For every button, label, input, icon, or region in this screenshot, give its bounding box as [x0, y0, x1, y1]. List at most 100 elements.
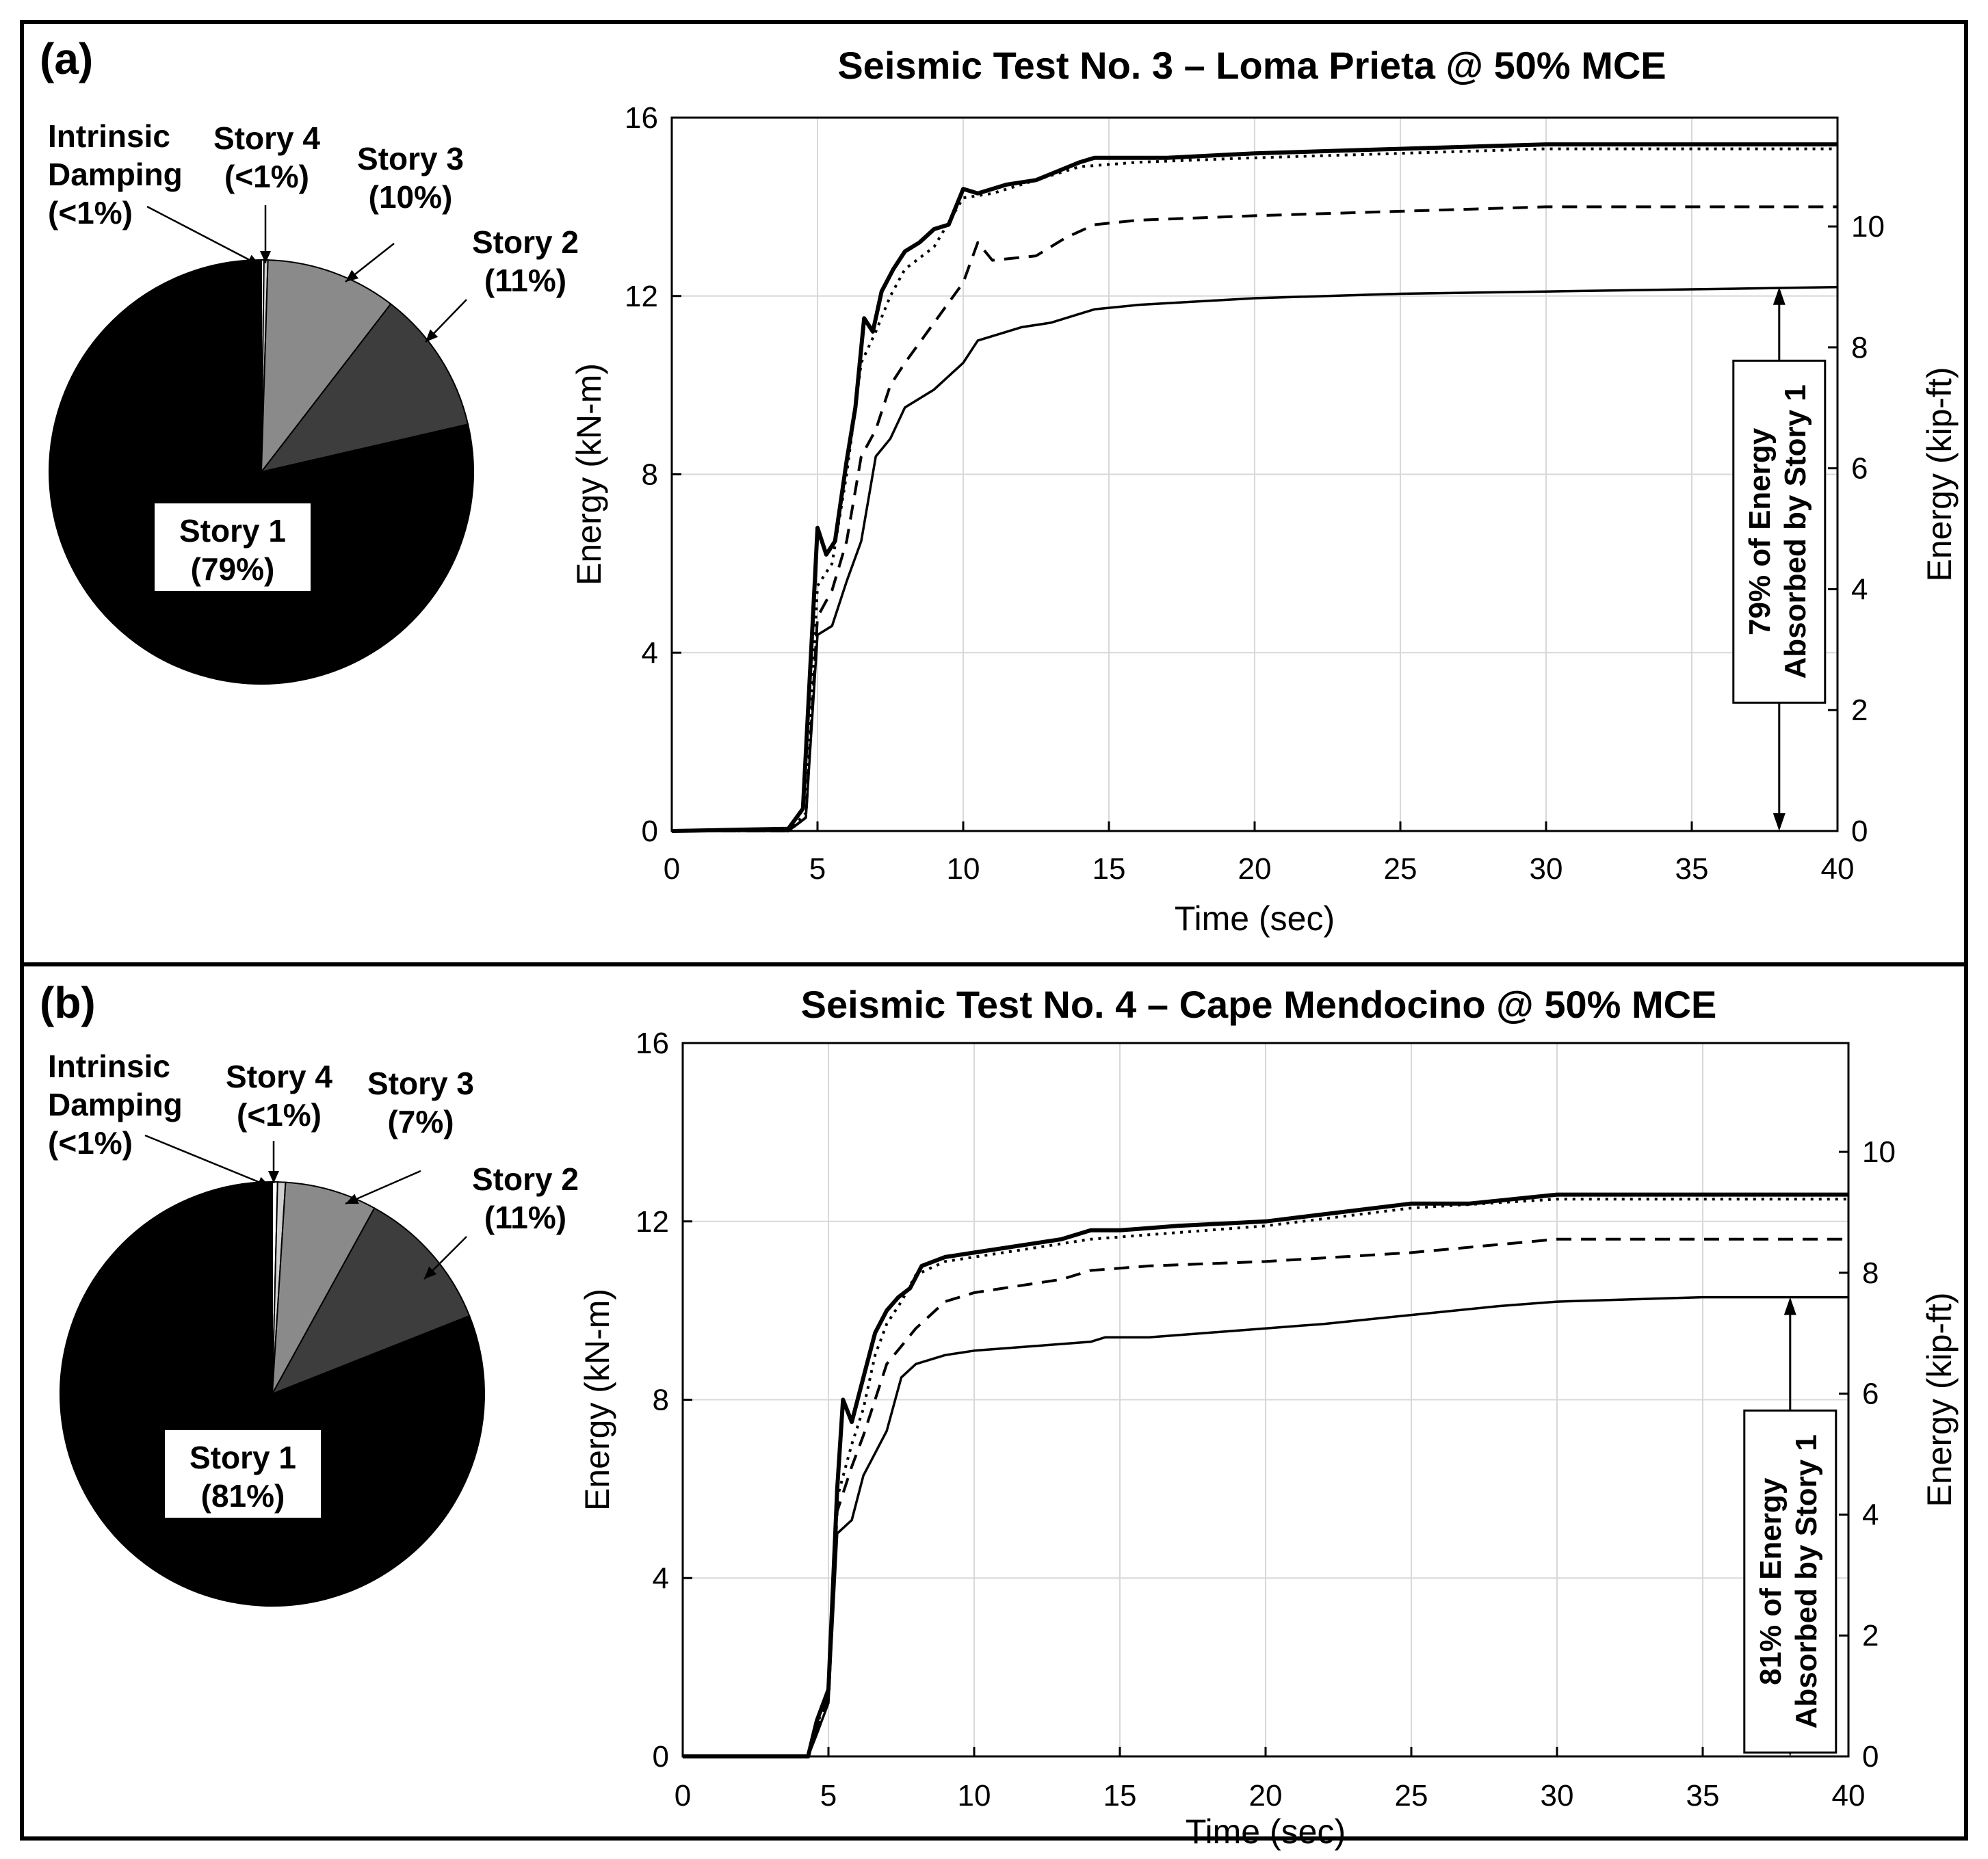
pie-label-name-2: Damping	[48, 1087, 183, 1122]
pie-label-pct: (10%)	[369, 179, 453, 215]
y-axis-title: Energy (kN-m)	[578, 1289, 616, 1511]
x-tick-label: 20	[1249, 1779, 1283, 1812]
pie-leader-arrowhead	[424, 1266, 437, 1279]
pie-leader-line	[144, 1134, 271, 1188]
pie-label-name: Story 1	[179, 513, 286, 549]
x-tick-label: 10	[958, 1779, 991, 1812]
pie-label-pct: (<1%)	[237, 1097, 322, 1133]
panel-label-a: (a)	[40, 34, 93, 83]
annotation-arrowhead-top	[1773, 287, 1786, 305]
x-tick-label: 15	[1093, 852, 1126, 886]
x-tick-label: 40	[1821, 852, 1855, 886]
plot-frame	[681, 1042, 1850, 1758]
y-axis-title: Energy (kN-m)	[570, 363, 608, 585]
line-chart-a: 0 5 10 15 20 25 30 35 40 0 4 8 12 16 0 2 4 6 8 10 Time (sec)…	[570, 101, 1959, 938]
x-tick-label: 25	[1384, 852, 1417, 886]
y2-tick-label: 4	[1851, 572, 1868, 606]
y-tick-label: 16	[636, 1027, 669, 1060]
pie-leader-arrowhead	[268, 1171, 279, 1183]
x-tick-label: 5	[809, 852, 826, 886]
y2-tick-label: 0	[1862, 1740, 1879, 1774]
pie-leader-arrowhead	[246, 254, 260, 265]
pie-leader-line	[345, 1170, 421, 1205]
annotation-text-line1: 79% of Energy	[1743, 427, 1777, 635]
pie-leader-arrowhead	[257, 1176, 270, 1187]
pie-label-name: Story 3	[357, 141, 464, 176]
y-tick-label: 12	[625, 280, 658, 313]
panel-label-b: (b)	[40, 978, 96, 1027]
x-tick-label: 0	[675, 1779, 691, 1812]
pie-chart-b: Story 1(81%) Story 2(11%) Story 3(7%) Story…	[48, 1049, 579, 1607]
pie-chart-a: Story 1(79%) Story 2(11%) Story 3(10%) Stor…	[48, 118, 579, 685]
series-line-0	[683, 1192, 1848, 1758]
series-line-1	[672, 147, 1837, 832]
pie-label-pct: (<1%)	[48, 195, 133, 230]
y2-tick-label: 2	[1862, 1619, 1879, 1652]
pie-label-pct: (<1%)	[224, 159, 309, 194]
annotation-text-line2: Absorbed by Story 1	[1779, 384, 1812, 678]
x-tick-label: 15	[1103, 1779, 1137, 1812]
y2-axis-title: Energy (kip-ft)	[1920, 1293, 1959, 1507]
y2-axis-title: Energy (kip-ft)	[1920, 367, 1959, 582]
pie-slice-story-2	[270, 1207, 471, 1395]
pie-label-pct: (79%)	[191, 551, 275, 587]
pie-label-pct: (11%)	[484, 263, 566, 298]
x-axis-title: Time (sec)	[1175, 899, 1335, 938]
annotation-text-line1: 81% of Energy	[1754, 1477, 1788, 1685]
outer-frame	[20, 20, 1968, 1841]
pie-label-pct: (7%)	[387, 1104, 454, 1139]
pie-label-name: Intrinsic	[48, 118, 170, 154]
x-tick-label: 20	[1238, 852, 1272, 886]
pie-leader-arrowhead	[345, 1194, 359, 1204]
pie-label-name: Story 1	[189, 1440, 296, 1475]
annotation-arrowhead-bottom	[1773, 813, 1786, 831]
series-line-2	[683, 1237, 1848, 1758]
y-tick-label: 0	[642, 815, 658, 848]
annotation-text-line2: Absorbed by Story 1	[1790, 1434, 1823, 1728]
annotation-arrowhead-top	[1783, 1297, 1796, 1315]
y-tick-label: 12	[636, 1205, 669, 1239]
y2-tick-label: 8	[1851, 331, 1868, 365]
pie-label-pct: (81%)	[201, 1478, 285, 1514]
series-line-0	[671, 142, 1837, 833]
pie-label-name-2: Damping	[48, 157, 183, 192]
line-chart-b: 0 5 10 15 20 25 30 35 40 0 4 8 12 16 0 2 4 6 8 10 Time (sec)…	[578, 1027, 1959, 1851]
x-tick-label: 5	[820, 1779, 837, 1812]
y-tick-label: 4	[653, 1561, 669, 1595]
series-line-3	[672, 285, 1838, 832]
plot-frame	[670, 116, 1839, 832]
pie-leader-arrowhead	[426, 329, 439, 342]
pie-slice-story-2	[259, 303, 469, 473]
chart-title-b: Seismic Test No. 4 – Cape Mendocino @ 50…	[801, 983, 1717, 1026]
pie-leader-arrowhead	[260, 251, 271, 263]
pie-label-name: Story 4	[213, 120, 320, 156]
x-tick-label: 40	[1832, 1779, 1866, 1812]
x-tick-label: 35	[1675, 852, 1709, 886]
pie-label-name: Story 3	[367, 1066, 474, 1101]
y2-tick-label: 10	[1851, 210, 1885, 243]
x-tick-label: 30	[1541, 1779, 1574, 1812]
y-tick-label: 8	[642, 458, 658, 492]
y2-tick-label: 6	[1851, 452, 1868, 486]
annotation-box	[1732, 359, 1827, 704]
x-tick-label: 25	[1395, 1779, 1428, 1812]
y2-tick-label: 6	[1862, 1377, 1879, 1411]
pie-label-name: Story 4	[226, 1059, 332, 1094]
series-line-2	[672, 205, 1837, 832]
y2-tick-label: 4	[1862, 1498, 1879, 1531]
pie-slice-story-3	[260, 259, 392, 475]
chart-title-a: Seismic Test No. 3 – Loma Prieta @ 50% M…	[837, 44, 1666, 87]
pie-leader-arrowhead	[345, 269, 359, 282]
pie-slice-story-3	[272, 1181, 376, 1395]
y2-tick-label: 2	[1851, 694, 1868, 727]
y-tick-label: 0	[653, 1740, 669, 1774]
pie-label-pct: (<1%)	[48, 1125, 133, 1161]
annotation-box	[1743, 1409, 1837, 1754]
pie-leader-line	[146, 205, 261, 267]
pie-label-pct: (11%)	[484, 1200, 566, 1235]
pie-label-name: Story 2	[472, 224, 579, 260]
x-axis-title: Time (sec)	[1186, 1812, 1346, 1851]
pie-label-name: Intrinsic	[48, 1049, 170, 1084]
pie-label-box	[164, 1429, 322, 1519]
panel-a: (a) Seismic Test No. 3 – Loma Prieta @ 5…	[40, 34, 1959, 938]
